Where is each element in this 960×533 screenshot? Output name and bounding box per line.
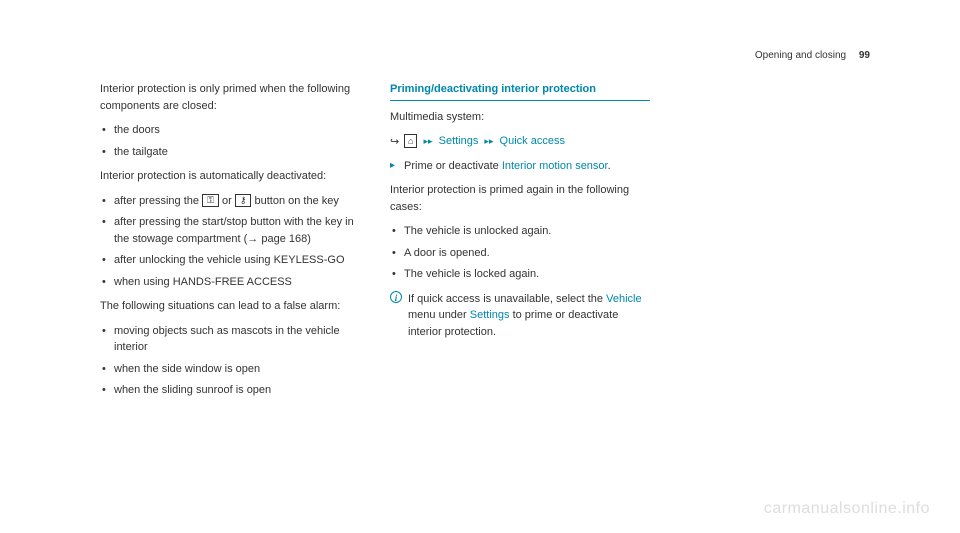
unlock-key-icon: ⚿ xyxy=(202,194,219,207)
list-item: The vehicle is locked again. xyxy=(390,266,650,283)
page-number: 99 xyxy=(859,50,870,61)
watermark: carmanualsonline.info xyxy=(764,500,930,518)
lock-key-icon: ⚷ xyxy=(235,194,252,207)
column-right: Priming/deactivating interior protection… xyxy=(390,81,650,407)
menu-separator-icon: ▸▸ xyxy=(424,136,433,146)
list-item: after unlocking the vehicle using KEYLES… xyxy=(100,252,360,269)
column-left: Interior protection is only primed when … xyxy=(100,81,360,407)
text-fragment: or xyxy=(219,195,235,207)
text-fragment: button on the key xyxy=(251,195,338,207)
list-item: The vehicle is unlocked again. xyxy=(390,223,650,240)
text-fragment: after pressing the xyxy=(114,195,202,207)
list-item: after pressing the start/stop button wit… xyxy=(100,214,360,247)
reprimed-list: The vehicle is unlocked again. A door is… xyxy=(390,223,650,283)
list-item: when the sliding sunroof is open xyxy=(100,382,360,399)
section-name: Opening and closing xyxy=(755,50,846,61)
false-alarm-intro: The following situations can lead to a f… xyxy=(100,298,360,315)
multimedia-label: Multimedia system: xyxy=(390,109,650,126)
home-icon: ⌂ xyxy=(404,134,417,148)
link-settings: Settings xyxy=(470,309,510,321)
reprimed-intro: Interior protection is primed again in t… xyxy=(390,182,650,215)
list-item: the doors xyxy=(100,122,360,139)
link-interior-motion: Interior motion sensor xyxy=(502,160,608,172)
text-fragment: If quick access is unavailable, select t… xyxy=(408,293,606,305)
list-item: after pressing the ⚿ or ⚷ button on the … xyxy=(100,193,360,210)
page-header: Opening and closing 99 xyxy=(100,50,890,61)
list-item: moving objects such as mascots in the ve… xyxy=(100,323,360,356)
list-item: when the side window is open xyxy=(100,361,360,378)
deactivated-list: after pressing the ⚿ or ⚷ button on the … xyxy=(100,193,360,291)
page-content: Interior protection is only primed when … xyxy=(100,81,890,407)
primed-intro: Interior protection is only primed when … xyxy=(100,81,360,114)
list-item: A door is opened. xyxy=(390,245,650,262)
link-vehicle: Vehicle xyxy=(606,293,641,305)
text-fragment: . xyxy=(608,160,611,172)
info-note: i If quick access is unavailable, select… xyxy=(390,291,650,341)
section-heading: Priming/deactivating interior protection xyxy=(390,81,650,101)
false-alarm-list: moving objects such as mascots in the ve… xyxy=(100,323,360,399)
menu-settings: Settings xyxy=(439,135,479,147)
primed-list: the doors the tailgate xyxy=(100,122,360,160)
deactivated-intro: Interior protection is automatically dea… xyxy=(100,168,360,185)
menu-separator-icon: ▸▸ xyxy=(484,136,493,146)
list-item: the tailgate xyxy=(100,144,360,161)
text-fragment: Prime or deactivate xyxy=(404,160,502,172)
info-icon: i xyxy=(390,291,402,303)
action-step: Prime or deactivate Interior motion sens… xyxy=(390,158,650,175)
nav-arrow-icon: ↪ xyxy=(390,134,399,151)
menu-quick-access: Quick access xyxy=(500,135,565,147)
navigation-path: ↪ ⌂ ▸▸ Settings ▸▸ Quick access xyxy=(390,133,650,150)
text-fragment: menu under xyxy=(408,309,470,321)
list-item: when using HANDS-FREE ACCESS xyxy=(100,274,360,291)
